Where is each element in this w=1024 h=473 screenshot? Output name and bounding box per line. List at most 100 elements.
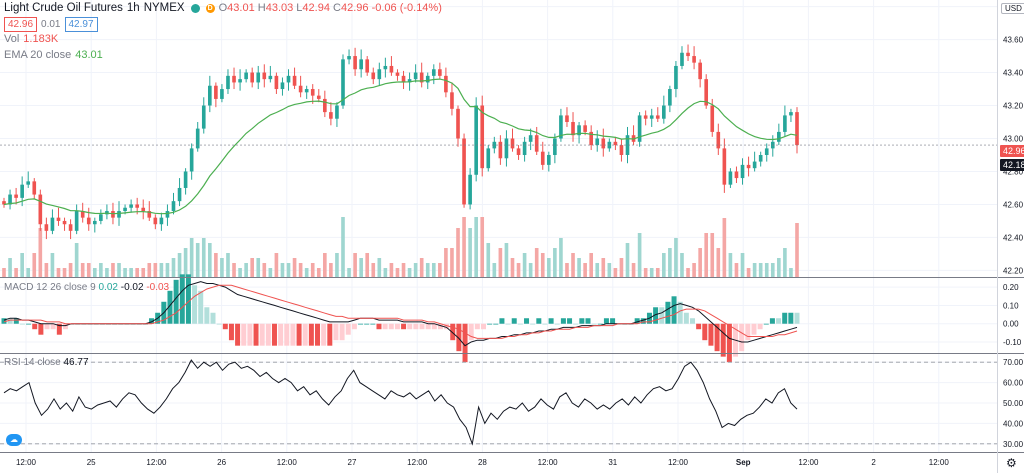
volume-bar	[44, 263, 49, 277]
volume-bar	[752, 263, 757, 277]
macd-hist-bar	[757, 323, 763, 330]
volume-bar	[135, 268, 139, 277]
macd-hist-bar	[517, 323, 523, 325]
x-tick-label: 27	[348, 458, 357, 467]
volume-bar	[789, 268, 793, 277]
volume-bar	[26, 268, 31, 277]
candle-body	[316, 95, 321, 99]
candle-body	[274, 75, 279, 90]
candle-body	[365, 59, 370, 73]
macd-hist-bar	[671, 296, 677, 324]
macd-hist-bar	[597, 323, 603, 325]
volume-bar	[286, 263, 291, 277]
candlesticks	[2, 44, 799, 240]
volume-bar	[498, 248, 503, 277]
candle-body	[462, 138, 466, 205]
interval[interactable]: 1h	[126, 2, 140, 14]
candle-body	[201, 105, 206, 129]
macd-hist-bar	[38, 323, 44, 335]
candle-body	[571, 122, 575, 136]
candle-body	[668, 89, 672, 106]
candle-body	[208, 85, 212, 106]
h-value: 43.03	[265, 2, 294, 14]
macd-hist-bar	[345, 323, 351, 335]
rsi-tick-label: 30.00	[1003, 440, 1024, 449]
volume-bar	[341, 217, 345, 277]
volume-bar	[540, 253, 545, 277]
symbol-name[interactable]: Light Crude Oil Futures	[4, 2, 123, 14]
macd-hist-bar	[720, 323, 726, 357]
macd-hist-bar	[560, 318, 566, 324]
candle-body	[298, 85, 303, 93]
candle-body	[795, 112, 799, 146]
macd-hist-bar	[222, 323, 228, 330]
signal-line	[3, 284, 798, 339]
ask-box[interactable]: 42.97	[64, 17, 98, 32]
macd-hist-bar	[542, 323, 548, 325]
macd-hist-bar	[321, 323, 327, 346]
volume-bar	[625, 243, 630, 277]
volume-bar	[238, 268, 242, 277]
x-tick-label: 12:00	[929, 458, 950, 467]
spread-value: 0.01	[41, 19, 61, 30]
macd-hist-bar	[62, 323, 68, 330]
candle-body	[383, 65, 388, 70]
vol-value: 1.183K	[23, 33, 59, 45]
macd-hist-bar	[782, 312, 788, 324]
bid-box[interactable]: 42.96	[4, 17, 38, 32]
macd-hist-bar	[456, 323, 462, 352]
c-label: C	[333, 2, 341, 14]
volume-bar	[662, 253, 666, 277]
volume-bar	[740, 253, 745, 277]
macd-hist-bar	[32, 323, 38, 330]
candle-body	[498, 141, 503, 159]
macd-hist-bar	[683, 312, 689, 324]
volume-bar	[353, 253, 357, 277]
candle-body	[456, 108, 460, 139]
volume-bar	[680, 253, 684, 277]
candle-body	[619, 145, 624, 155]
cloud-icon[interactable]: ☁	[6, 434, 22, 446]
macd-hist-bar	[149, 318, 155, 324]
candle-body	[758, 154, 763, 162]
change-value: -0.06 (-0.14%)	[371, 2, 442, 14]
candle-body	[559, 115, 563, 139]
macd-hist-bar	[665, 301, 671, 324]
price-tick-label: 43.40	[1003, 69, 1024, 78]
volume-bar	[425, 263, 430, 277]
candle-body	[80, 211, 85, 218]
macd-hist-bar	[247, 323, 253, 346]
candle-body	[401, 75, 406, 83]
macd-hist-bar	[511, 318, 517, 324]
volume-bar	[583, 263, 587, 277]
volume-bar	[262, 263, 267, 277]
macd-hist-bar	[603, 318, 609, 324]
volume-bar	[86, 263, 91, 277]
vol-label: Vol	[4, 33, 20, 45]
candle-body	[553, 138, 557, 155]
volume-bar	[777, 258, 781, 277]
ema-legend: EMA 20 close 43.01	[4, 49, 103, 61]
macd-hist-bar	[198, 290, 204, 324]
candle-body	[117, 211, 121, 218]
macd-hist-bar	[739, 323, 745, 352]
volume-bar	[431, 263, 436, 277]
settings-gear-icon[interactable]: ⚙	[1006, 456, 1017, 470]
macd-hist-bar	[284, 323, 290, 346]
market-open-dot-icon	[190, 3, 200, 13]
x-tick-label: 12:00	[407, 458, 428, 467]
rsi-legend: RSI 14 close 46.77	[4, 357, 89, 368]
volume-bar	[395, 268, 400, 277]
macd-hist-bar	[235, 323, 241, 346]
volume-bar	[704, 233, 709, 277]
volume-bar	[292, 258, 297, 277]
currency-badge[interactable]: USD	[1001, 3, 1024, 14]
candle-body	[649, 115, 654, 119]
volume-bar	[492, 263, 497, 277]
macd-hist-bar	[302, 323, 308, 346]
volume-bar	[141, 268, 146, 277]
rsi-axis: 70.00 60.00 50.00 40.00 30.00	[1003, 358, 1024, 449]
volume-bar	[468, 228, 472, 277]
candle-body	[123, 207, 127, 212]
